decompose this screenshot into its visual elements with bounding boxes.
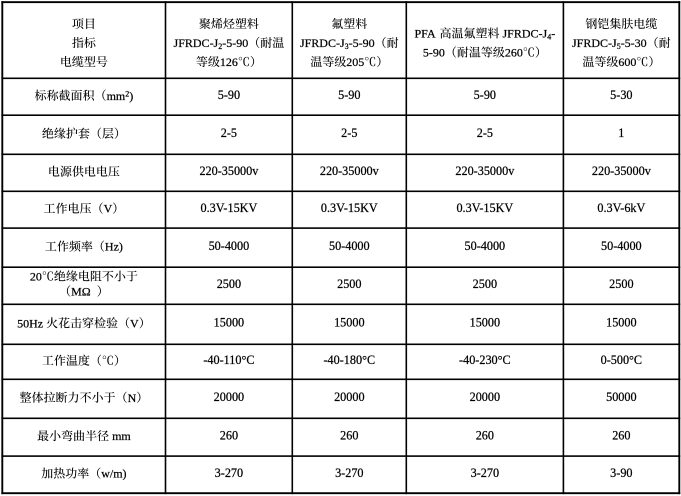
svg-text:126: 126 (220, 55, 238, 69)
svg-text:260: 260 (340, 429, 358, 443)
svg-text:0.3V-15KV: 0.3V-15KV (456, 201, 513, 215)
svg-text:20000: 20000 (470, 390, 500, 404)
svg-text:3-270: 3-270 (335, 466, 363, 480)
svg-text:220-35000v: 220-35000v (199, 164, 259, 178)
svg-text:205: 205 (346, 55, 364, 69)
svg-text:1: 1 (618, 126, 624, 140)
svg-text:5-90: 5-90 (474, 88, 496, 102)
svg-text:-: - (551, 27, 555, 41)
svg-text:15000: 15000 (214, 316, 244, 330)
svg-text:MΩ: MΩ (71, 285, 91, 299)
svg-text:5-90: 5-90 (338, 88, 360, 102)
svg-text:50-4000: 50-4000 (209, 239, 250, 253)
svg-text:Hz): Hz) (105, 240, 123, 254)
svg-text:2-5: 2-5 (477, 126, 493, 140)
svg-text:mm: mm (112, 429, 131, 443)
svg-text:2500: 2500 (337, 277, 361, 291)
svg-text:JFRDC-J: JFRDC-J (572, 36, 617, 50)
svg-text:JFRDC-J: JFRDC-J (503, 27, 548, 41)
svg-text:2500: 2500 (217, 277, 241, 291)
svg-text:3: 3 (345, 42, 349, 51)
svg-text:50-4000: 50-4000 (601, 239, 642, 253)
svg-text:260: 260 (612, 429, 630, 443)
svg-text:-40-230°C: -40-230°C (459, 353, 511, 367)
svg-text:50000: 50000 (606, 390, 636, 404)
svg-text:15000: 15000 (470, 316, 500, 330)
svg-text:0.3V-15KV: 0.3V-15KV (201, 201, 258, 215)
svg-text:2: 2 (218, 42, 222, 51)
svg-text:50-4000: 50-4000 (329, 239, 370, 253)
svg-text:V: V (130, 316, 139, 330)
svg-text:3-270: 3-270 (471, 466, 499, 480)
svg-text:-5-30: -5-30 (621, 36, 647, 50)
svg-text:3-270: 3-270 (215, 466, 243, 480)
svg-text:260: 260 (505, 46, 523, 60)
svg-text:w/m): w/m) (101, 467, 126, 481)
svg-text:4: 4 (547, 33, 551, 42)
svg-text:20: 20 (30, 270, 42, 284)
svg-text:3-90: 3-90 (610, 466, 632, 480)
svg-text:50Hz: 50Hz (17, 316, 43, 330)
svg-text:JFRDC-J: JFRDC-J (300, 36, 345, 50)
svg-text:260: 260 (476, 429, 494, 443)
svg-text:-40-110°C: -40-110°C (203, 353, 254, 367)
svg-text:20000: 20000 (214, 390, 244, 404)
svg-text:N: N (128, 391, 137, 405)
svg-text:): ) (129, 89, 133, 103)
svg-text:mm: mm (107, 89, 126, 103)
svg-text:0.3V-15KV: 0.3V-15KV (321, 201, 378, 215)
svg-text:220-35000v: 220-35000v (592, 164, 652, 178)
svg-text:220-35000v: 220-35000v (320, 164, 380, 178)
svg-text:0.3V-6kV: 0.3V-6kV (597, 201, 645, 215)
svg-text:-40-180°C: -40-180°C (324, 353, 376, 367)
svg-text:2500: 2500 (473, 277, 497, 291)
svg-text:5-90: 5-90 (423, 46, 445, 60)
svg-text:600: 600 (618, 55, 636, 69)
svg-text:-5-90: -5-90 (222, 36, 248, 50)
svg-text:V: V (104, 202, 113, 216)
svg-text:PFA: PFA (415, 27, 436, 41)
svg-text:2-5: 2-5 (221, 126, 237, 140)
svg-text:2-5: 2-5 (341, 126, 357, 140)
svg-text:5-30: 5-30 (610, 88, 632, 102)
svg-text:5: 5 (617, 42, 621, 51)
svg-text:-5-90: -5-90 (349, 36, 375, 50)
svg-text:2500: 2500 (609, 277, 633, 291)
svg-text:JFRDC-J: JFRDC-J (174, 36, 219, 50)
svg-text:220-35000v: 220-35000v (455, 164, 515, 178)
svg-text:0-500°C: 0-500°C (601, 353, 642, 367)
svg-text:50-4000: 50-4000 (465, 239, 506, 253)
svg-text:15000: 15000 (606, 316, 636, 330)
svg-text:20000: 20000 (334, 390, 364, 404)
svg-text:5-90: 5-90 (218, 88, 240, 102)
svg-text:260: 260 (220, 429, 238, 443)
svg-text:15000: 15000 (334, 316, 364, 330)
svg-text:2: 2 (125, 89, 129, 98)
